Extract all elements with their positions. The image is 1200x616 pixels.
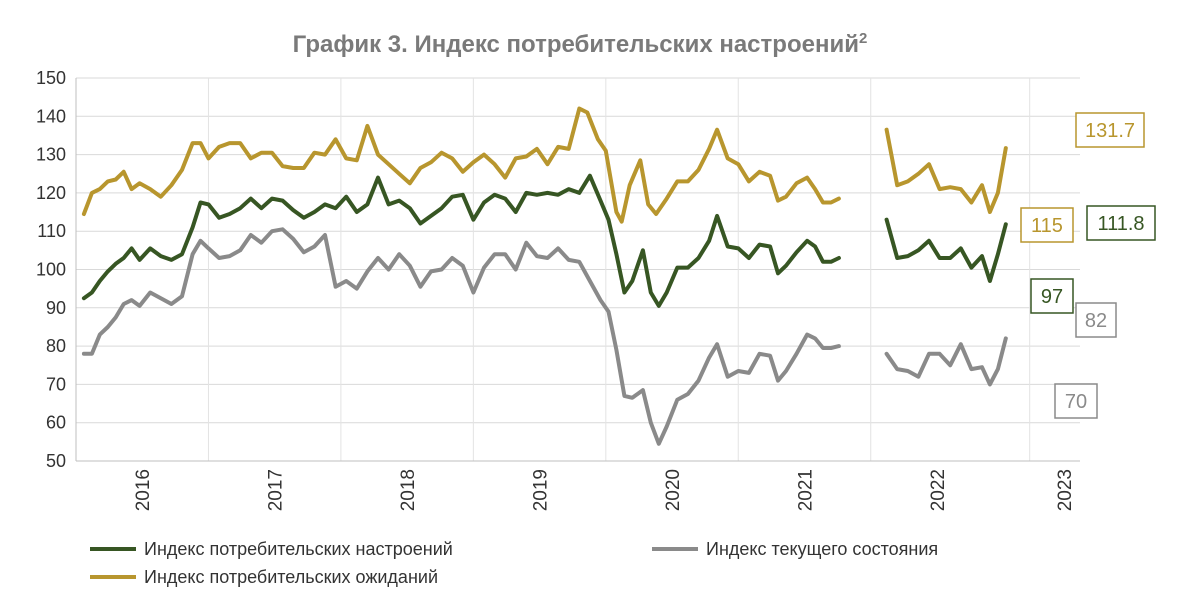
callout-box [1075, 302, 1117, 338]
series-line [81, 227, 841, 446]
series-line [884, 217, 1008, 283]
chart-title: График 3. Индекс потребительских настрое… [293, 30, 868, 58]
callout-box [1075, 112, 1145, 148]
axis-layer: 50 60 70 80 90 100 110 120 130 140 150 2016 2017 2018… [36, 68, 1080, 511]
grid-layer [76, 77, 1080, 461]
x-tick-label: 2016 [133, 469, 154, 511]
legend-label: Индекс потребительских настроений [144, 539, 453, 559]
y-tick-label: 90 [46, 298, 66, 318]
x-tick-label: 2022 [928, 469, 949, 511]
series-line [884, 336, 1008, 387]
x-tick-label: 2020 [663, 469, 684, 511]
y-tick-label: 150 [36, 68, 66, 88]
chart-title-superscript: 2 [859, 30, 867, 47]
callout-box [1086, 205, 1156, 241]
legend-item-2: Индекс текущего состояния [652, 539, 938, 559]
y-tick-label: 140 [36, 106, 66, 126]
value-callout: 70 [1054, 383, 1098, 419]
value-callout: 111.8 [1086, 205, 1156, 241]
legend: Индекс потребительских настроений Индекс … [90, 539, 938, 587]
legend-label: Индекс текущего состояния [706, 539, 938, 559]
legend-item-1: Индекс потребительских настроений [90, 539, 453, 559]
callout-box [1020, 207, 1074, 243]
x-tick-label: 2019 [531, 469, 552, 511]
y-tick-label: 100 [36, 260, 66, 280]
series-line [81, 106, 841, 224]
y-tick-label: 60 [46, 413, 66, 433]
callout-label: 111.8 [1097, 213, 1144, 235]
callout-label: 131.7 [1085, 120, 1135, 142]
x-tick-label: 2021 [795, 469, 816, 511]
callout-label: 97 [1041, 286, 1063, 308]
value-callout: 97 [1030, 278, 1074, 314]
x-tick-label: 2023 [1055, 469, 1076, 511]
x-tick-label: 2018 [398, 469, 419, 511]
series-1 [81, 173, 1008, 308]
callout-label: 70 [1065, 391, 1087, 413]
series-layer [81, 106, 1008, 446]
value-callout: 115 [1020, 207, 1074, 243]
y-tick-label: 50 [46, 451, 66, 471]
y-tick-label: 130 [36, 145, 66, 165]
chart-title-main: График 3. Индекс потребительских настрое… [293, 31, 859, 58]
legend-label: Индекс потребительских ожиданий [144, 567, 438, 587]
y-tick-label: 110 [37, 221, 66, 241]
x-tick-label: 2017 [266, 469, 287, 511]
series-line [81, 173, 841, 308]
y-tick-label: 120 [36, 183, 66, 203]
callout-box [1030, 278, 1074, 314]
callout-label: 82 [1085, 310, 1107, 332]
y-tick-label: 70 [46, 374, 66, 394]
value-callout: 131.7 [1075, 112, 1145, 148]
callout-box [1054, 383, 1098, 419]
annotation-layer: 131.7 115 111.8 97 82 70 [1020, 112, 1156, 419]
callout-label: 115 [1031, 215, 1063, 237]
series-3 [81, 106, 1008, 224]
series-line [884, 127, 1008, 214]
value-callout: 82 [1075, 302, 1117, 338]
series-2 [81, 227, 1008, 446]
y-tick-label: 80 [46, 336, 66, 356]
legend-item-3: Индекс потребительских ожиданий [90, 567, 438, 587]
